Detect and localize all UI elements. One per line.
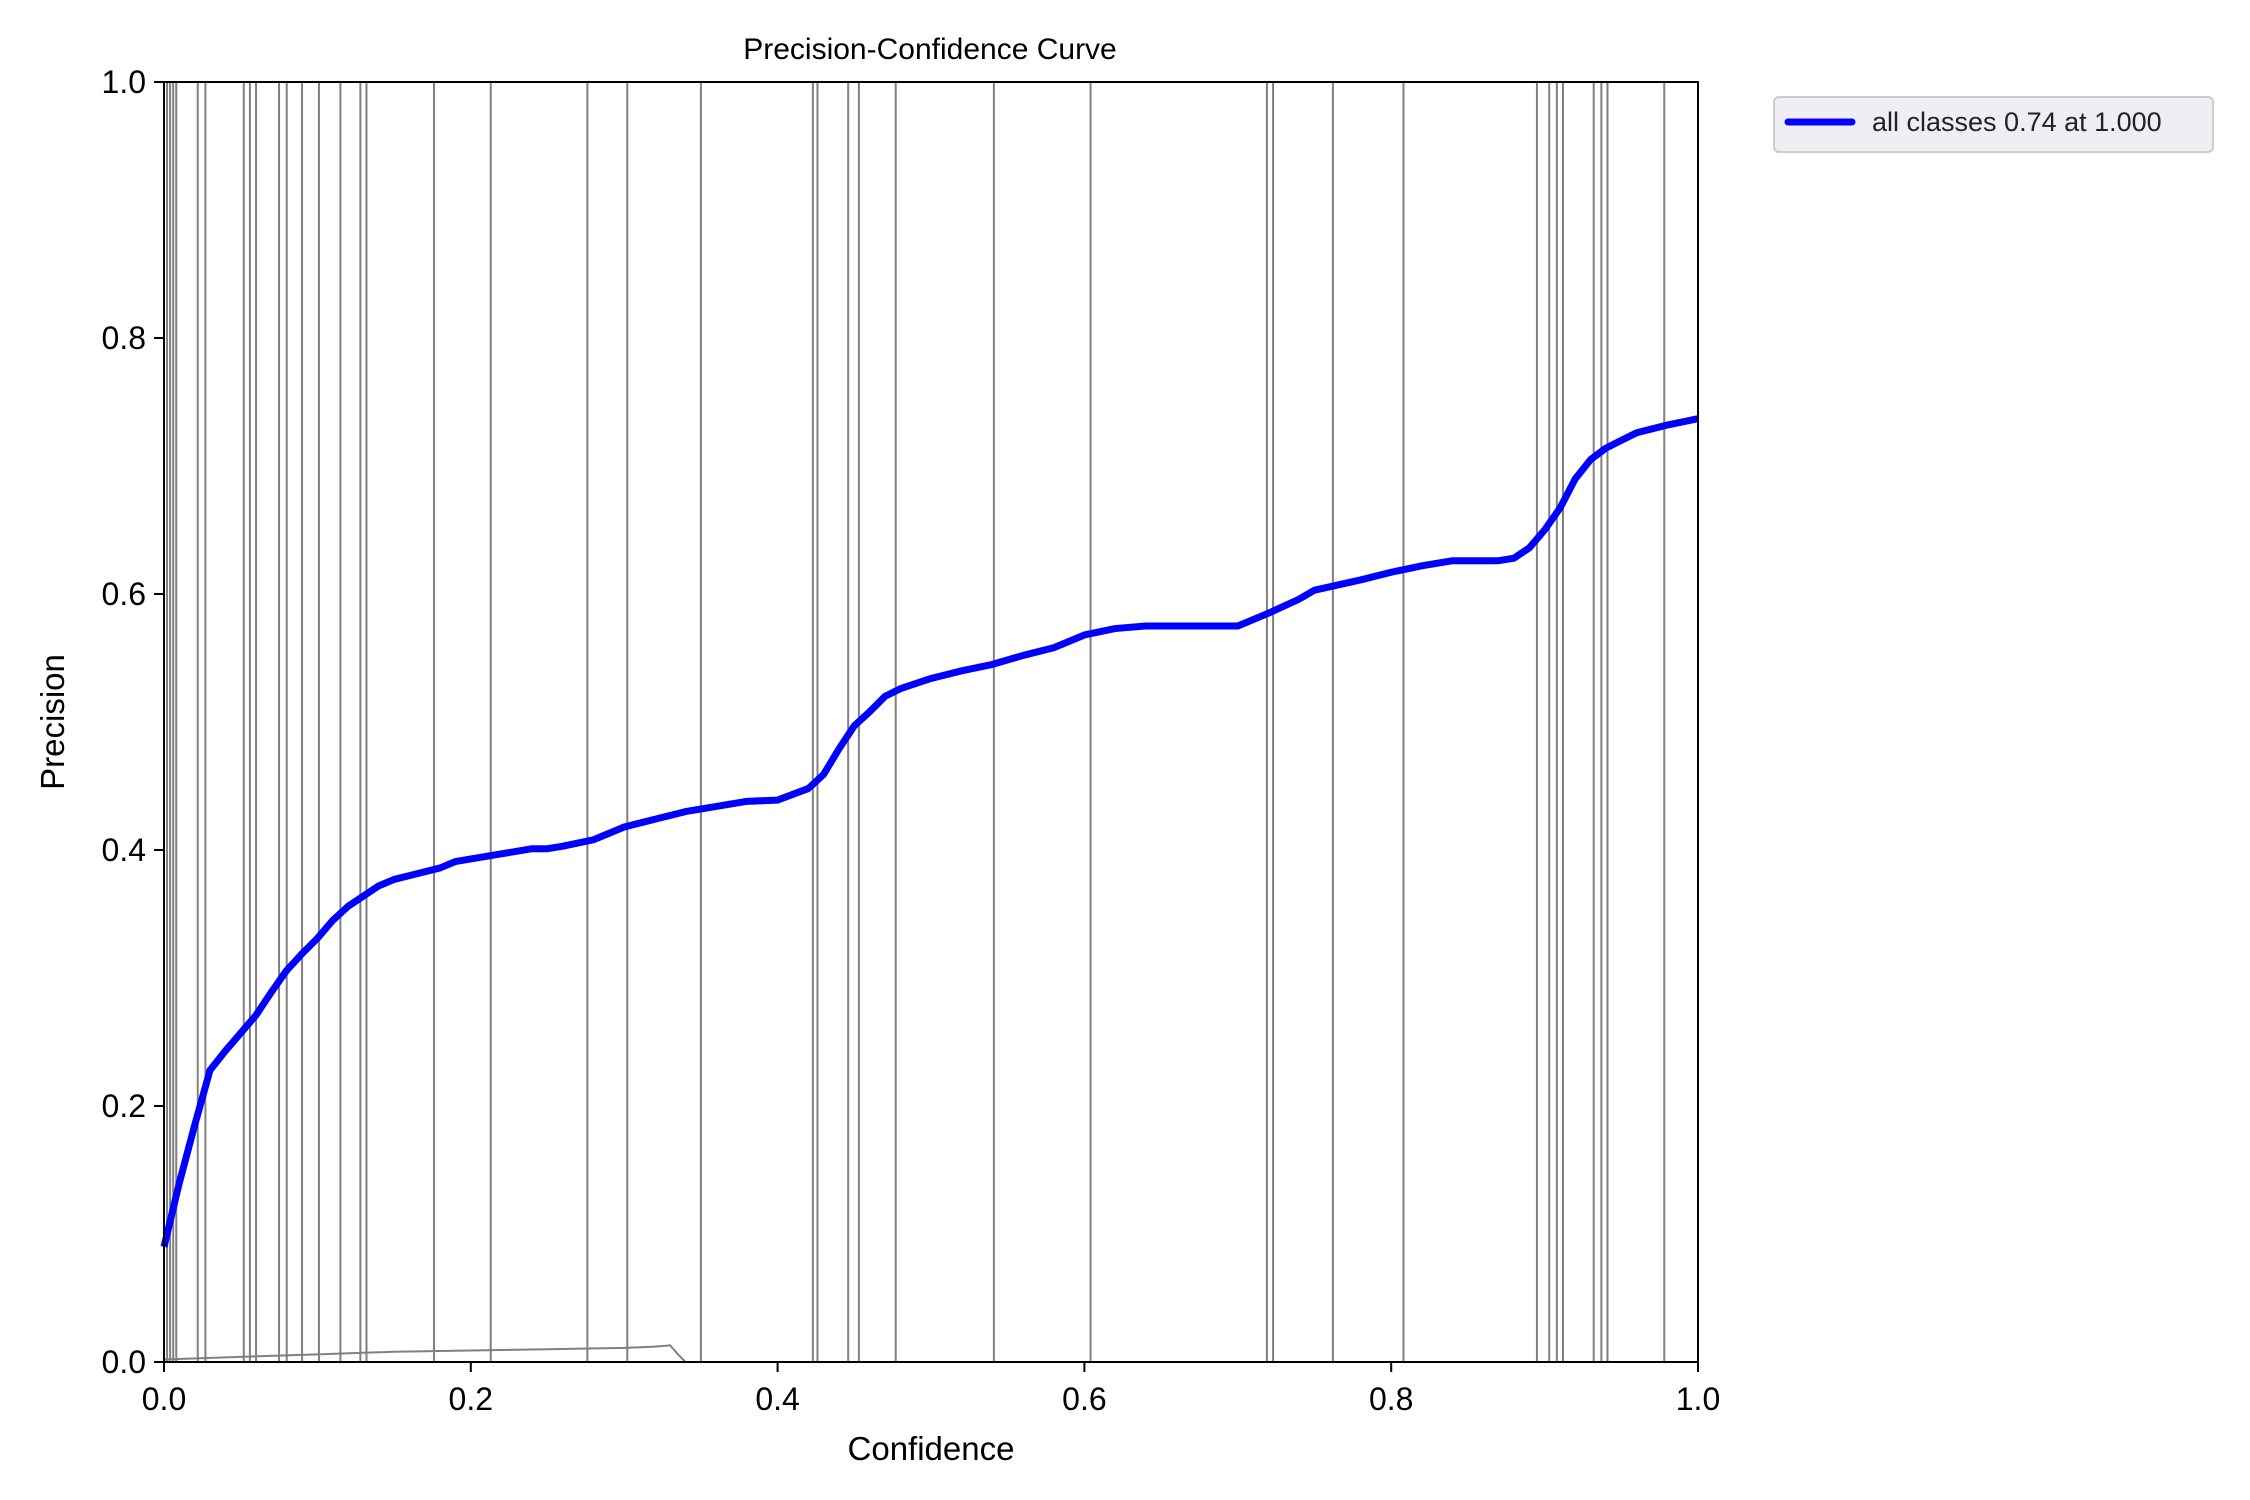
legend-entry-all-classes: all classes 0.74 at 1.000 [1872,107,2162,137]
x-tick-label: 0.6 [1062,1381,1106,1417]
y-tick-label: 0.4 [102,832,146,868]
x-axis-label: Confidence [848,1430,1015,1467]
y-tick-label: 0.6 [102,576,146,612]
y-tick-label: 1.0 [102,64,146,100]
y-tick-label: 0.8 [102,320,146,356]
x-tick-label: 0.4 [755,1381,799,1417]
y-tick-label: 0.0 [102,1344,146,1380]
legend: all classes 0.74 at 1.000 [1773,96,2214,153]
class-curve-low [163,1344,687,1363]
x-axis: 0.0 0.2 0.4 0.6 0.8 1.0 [142,1362,1720,1417]
x-tick-label: 0.0 [142,1381,186,1417]
y-tick-label: 0.2 [102,1088,146,1124]
class-curves [163,82,1666,1363]
plot-area [164,82,1698,1362]
all-classes-series [160,415,1699,1248]
plot-frame [163,81,1699,1363]
x-tick-label: 1.0 [1676,1381,1720,1417]
legend-box [1773,96,2214,153]
chart-title: Precision-Confidence Curve [743,33,1117,66]
y-axis: 0.0 0.2 0.4 0.6 0.8 1.0 [102,64,164,1380]
x-tick-label: 0.2 [449,1381,493,1417]
y-axis-label: Precision [34,654,71,790]
all-classes-line [160,415,1699,1248]
x-tick-label: 0.8 [1369,1381,1413,1417]
